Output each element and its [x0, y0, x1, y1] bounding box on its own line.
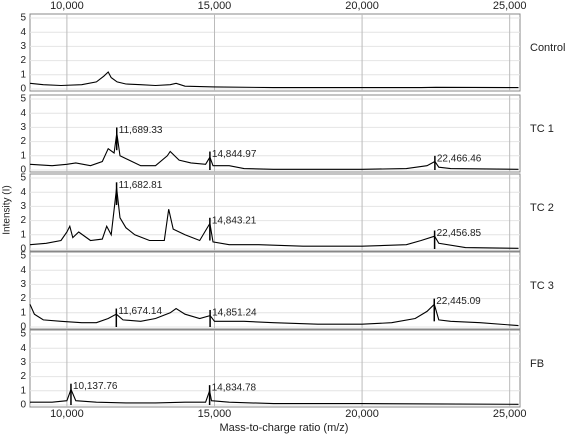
y-tick-label: 4: [20, 343, 26, 354]
y-tick-label: 5: [20, 173, 26, 184]
panel-frame: [29, 251, 521, 330]
x-tick-label-top: 25,000: [493, 0, 527, 12]
panel-frame: [29, 13, 521, 92]
x-tick-label: 20,000: [345, 408, 379, 420]
y-tick-label: 4: [20, 27, 26, 38]
y-tick-label: 2: [20, 136, 26, 147]
panel-label: Control: [530, 42, 565, 54]
panel-frame: [29, 94, 521, 173]
y-tick-label: 3: [20, 279, 26, 290]
x-tick-label: 25,000: [493, 408, 527, 420]
peak-label: 14,851.24: [212, 307, 257, 318]
y-tick-label: 2: [20, 55, 26, 66]
y-tick-label: 1: [20, 229, 26, 240]
panel-label: TC 2: [530, 202, 554, 214]
peak-label: 14,843.21: [212, 215, 257, 226]
y-tick-label: 1: [20, 385, 26, 396]
y-tick-label: 1: [20, 307, 26, 318]
y-tick-label: 2: [20, 215, 26, 226]
spectrum-line: [29, 187, 519, 249]
peak-label: 22,456.85: [437, 228, 482, 239]
y-tick-label: 3: [20, 201, 26, 212]
peak-label: 11,674.14: [118, 306, 162, 317]
x-tick-label-top: 10,000: [50, 0, 84, 12]
y-tick-label: 1: [20, 150, 26, 161]
spectrum-line: [29, 133, 519, 170]
peak-label: 14,834.78: [212, 383, 257, 394]
y-tick-label: 2: [20, 371, 26, 382]
peak-label: 11,689.33: [119, 125, 163, 136]
y-tick-label: 5: [20, 13, 26, 24]
x-tick-label-top: 20,000: [345, 0, 379, 12]
x-tick-label-top: 15,000: [198, 0, 232, 12]
peak-label: 10,137.76: [73, 381, 118, 392]
y-tick-label: 3: [20, 357, 26, 368]
panel-label: FB: [530, 358, 544, 370]
panel-frame: [29, 329, 521, 408]
y-tick-label: 2: [20, 293, 26, 304]
panel-label: TC 3: [530, 280, 554, 292]
panel-frame: [29, 173, 521, 252]
x-tick-label: 10,000: [50, 408, 84, 420]
peak-label: 11,682.81: [119, 180, 163, 191]
y-tick-label: 5: [20, 329, 26, 340]
y-tick-label: 0: [20, 400, 26, 411]
y-tick-label: 4: [20, 265, 26, 276]
spectrum-line: [29, 71, 519, 89]
y-tick-label: 0: [20, 84, 26, 95]
y-tick-label: 4: [20, 108, 26, 119]
peak-label: 22,445.09: [436, 296, 481, 307]
panel-label: TC 1: [530, 123, 554, 135]
peak-label: 22,466.46: [437, 153, 482, 164]
x-tick-label: 15,000: [198, 408, 232, 420]
y-tick-label: 5: [20, 94, 26, 105]
y-tick-label: 0: [20, 244, 26, 255]
peak-label: 14,844.97: [212, 149, 257, 160]
y-tick-label: 4: [20, 187, 26, 198]
spectrum-line: [30, 387, 519, 405]
y-tick-label: 5: [20, 251, 26, 262]
y-tick-label: 1: [20, 69, 26, 80]
x-axis-title: Mass-to-charge ratio (m/z): [220, 422, 349, 434]
y-tick-label: 0: [20, 322, 26, 333]
y-tick-label: 3: [20, 41, 26, 52]
y-tick-label: 3: [20, 122, 26, 133]
spectrum-line: [29, 303, 519, 327]
y-tick-label: 0: [20, 165, 26, 176]
y-axis-title: Intensity (I): [2, 185, 13, 234]
